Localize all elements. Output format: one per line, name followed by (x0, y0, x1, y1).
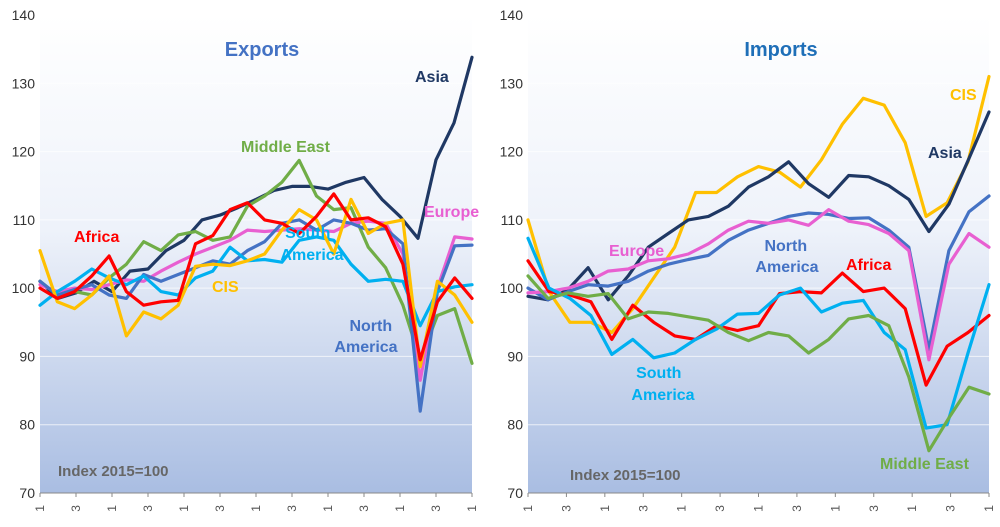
x-tick-label: 3 (867, 505, 881, 512)
y-tick-label: 120 (500, 144, 524, 160)
x-tick-label: 3 (429, 505, 443, 512)
y-tick-label: 120 (12, 144, 36, 160)
x-tick-label: 1 (33, 505, 47, 512)
x-tick-label: 3 (713, 505, 727, 512)
x-tick-label: 1 (105, 505, 119, 512)
y-tick-label: 70 (507, 485, 523, 501)
x-axis-ticks: 1 3 1 3 1 3 1 3 1 3 1 3 1 (33, 493, 479, 512)
x-tick-label: 3 (285, 505, 299, 512)
series-lines (38, 55, 474, 413)
series-line-europe (526, 208, 991, 362)
x-tick-label: 3 (790, 505, 804, 512)
label-middle-east: Middle East (241, 139, 331, 156)
chart-title: Exports (225, 39, 299, 61)
label-africa: Africa (846, 257, 891, 274)
x-tick-label: 3 (944, 505, 958, 512)
label-north-america-line-2: America (334, 339, 397, 356)
series-line-africa (526, 259, 991, 387)
plot-area (528, 15, 989, 493)
imports-chart: 70 80 90 100 110 120 130 140 1 3 1 3 1 3 1 3 1 3 1 3 1 Impo… (500, 7, 996, 512)
x-tick-label: 1 (598, 505, 612, 512)
label-north-america: North America (334, 318, 397, 356)
x-tick-label: 1 (393, 505, 407, 512)
series-line-north-america (38, 218, 474, 413)
y-axis-ticks: 70 80 90 100 110 120 130 140 (500, 7, 524, 501)
y-tick-label: 80 (19, 417, 35, 433)
x-tick-label: 3 (357, 505, 371, 512)
x-tick-label: 3 (141, 505, 155, 512)
y-tick-label: 100 (500, 280, 524, 296)
y-tick-label: 130 (500, 75, 524, 91)
series-line-middle-east (38, 158, 474, 365)
label-south-america: South America (631, 365, 694, 404)
y-tick-label: 130 (12, 75, 36, 91)
series-line-south-america (38, 235, 474, 328)
label-south-america-line-2: America (280, 247, 343, 264)
x-tick-label: 1 (905, 505, 919, 512)
label-asia: Asia (415, 69, 449, 86)
series-line-cis (38, 197, 474, 369)
series-line-africa (38, 192, 474, 362)
x-tick-label: 1 (249, 505, 263, 512)
label-africa: Africa (74, 229, 119, 246)
series-line-south-america (526, 236, 991, 430)
label-south-america-line-1: South (285, 225, 330, 242)
label-north-america-line-2: America (755, 259, 818, 276)
y-tick-label: 80 (507, 417, 523, 433)
exports-chart: 70 80 90 100 110 120 130 140 1 3 1 3 1 3 1 3 1 3 1 3 1 Expo… (12, 7, 480, 512)
label-cis: CIS (212, 279, 239, 296)
y-tick-label: 70 (19, 485, 35, 501)
label-europe: Europe (424, 204, 479, 221)
label-north-america: North America (755, 238, 818, 276)
x-tick-label: 3 (69, 505, 83, 512)
y-tick-label: 110 (13, 212, 36, 228)
x-tick-label: 3 (559, 505, 573, 512)
label-europe: Europe (609, 243, 664, 260)
y-tick-label: 90 (507, 348, 523, 364)
y-tick-label: 90 (19, 348, 35, 364)
plot-area (40, 15, 472, 493)
label-south-america-line-2: America (631, 387, 694, 404)
x-tick-label: 1 (752, 505, 766, 512)
label-asia: Asia (928, 145, 962, 162)
label-south-america: South America (280, 225, 343, 264)
x-tick-label: 1 (675, 505, 689, 512)
x-tick-label: 3 (636, 505, 650, 512)
x-axis-ticks: 1 3 1 3 1 3 1 3 1 3 1 3 1 (521, 493, 996, 512)
series-line-middle-east (526, 274, 991, 453)
x-tick-label: 1 (982, 505, 996, 512)
x-tick-label: 1 (321, 505, 335, 512)
y-tick-label: 100 (12, 280, 36, 296)
chart-title: Imports (744, 39, 817, 61)
label-middle-east: Middle East (880, 456, 970, 473)
label-north-america-line-1: North (349, 318, 392, 335)
label-north-america-line-1: North (764, 238, 807, 255)
y-axis-ticks: 70 80 90 100 110 120 130 140 (12, 7, 36, 501)
label-cis: CIS (950, 87, 977, 104)
x-tick-label: 1 (828, 505, 842, 512)
x-tick-label: 1 (521, 505, 535, 512)
x-tick-label: 3 (213, 505, 227, 512)
index-note: Index 2015=100 (570, 467, 681, 484)
index-note: Index 2015=100 (58, 463, 169, 480)
x-tick-label: 1 (465, 505, 479, 512)
label-south-america-line-1: South (636, 365, 681, 382)
y-tick-label: 140 (12, 7, 36, 23)
series-lines (526, 74, 991, 453)
y-tick-label: 110 (501, 212, 524, 228)
x-tick-label: 1 (177, 505, 191, 512)
y-tick-label: 140 (500, 7, 524, 23)
gridlines (528, 14, 989, 426)
